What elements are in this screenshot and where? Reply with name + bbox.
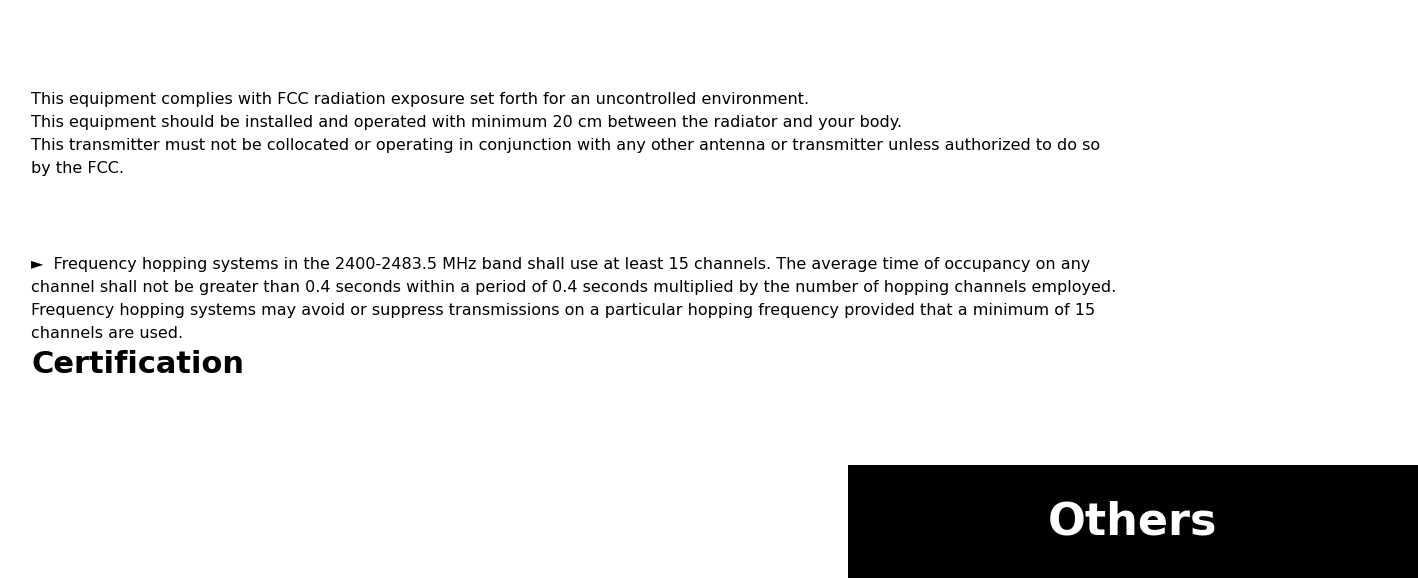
Text: This equipment complies with FCC radiation exposure set forth for an uncontrolle: This equipment complies with FCC radiati… [31, 92, 1100, 176]
Text: Others: Others [1048, 501, 1218, 543]
Text: ►  Frequency hopping systems in the 2400-2483.5 MHz band shall use at least 15 c: ► Frequency hopping systems in the 2400-… [31, 257, 1116, 340]
Text: Certification: Certification [31, 350, 244, 379]
